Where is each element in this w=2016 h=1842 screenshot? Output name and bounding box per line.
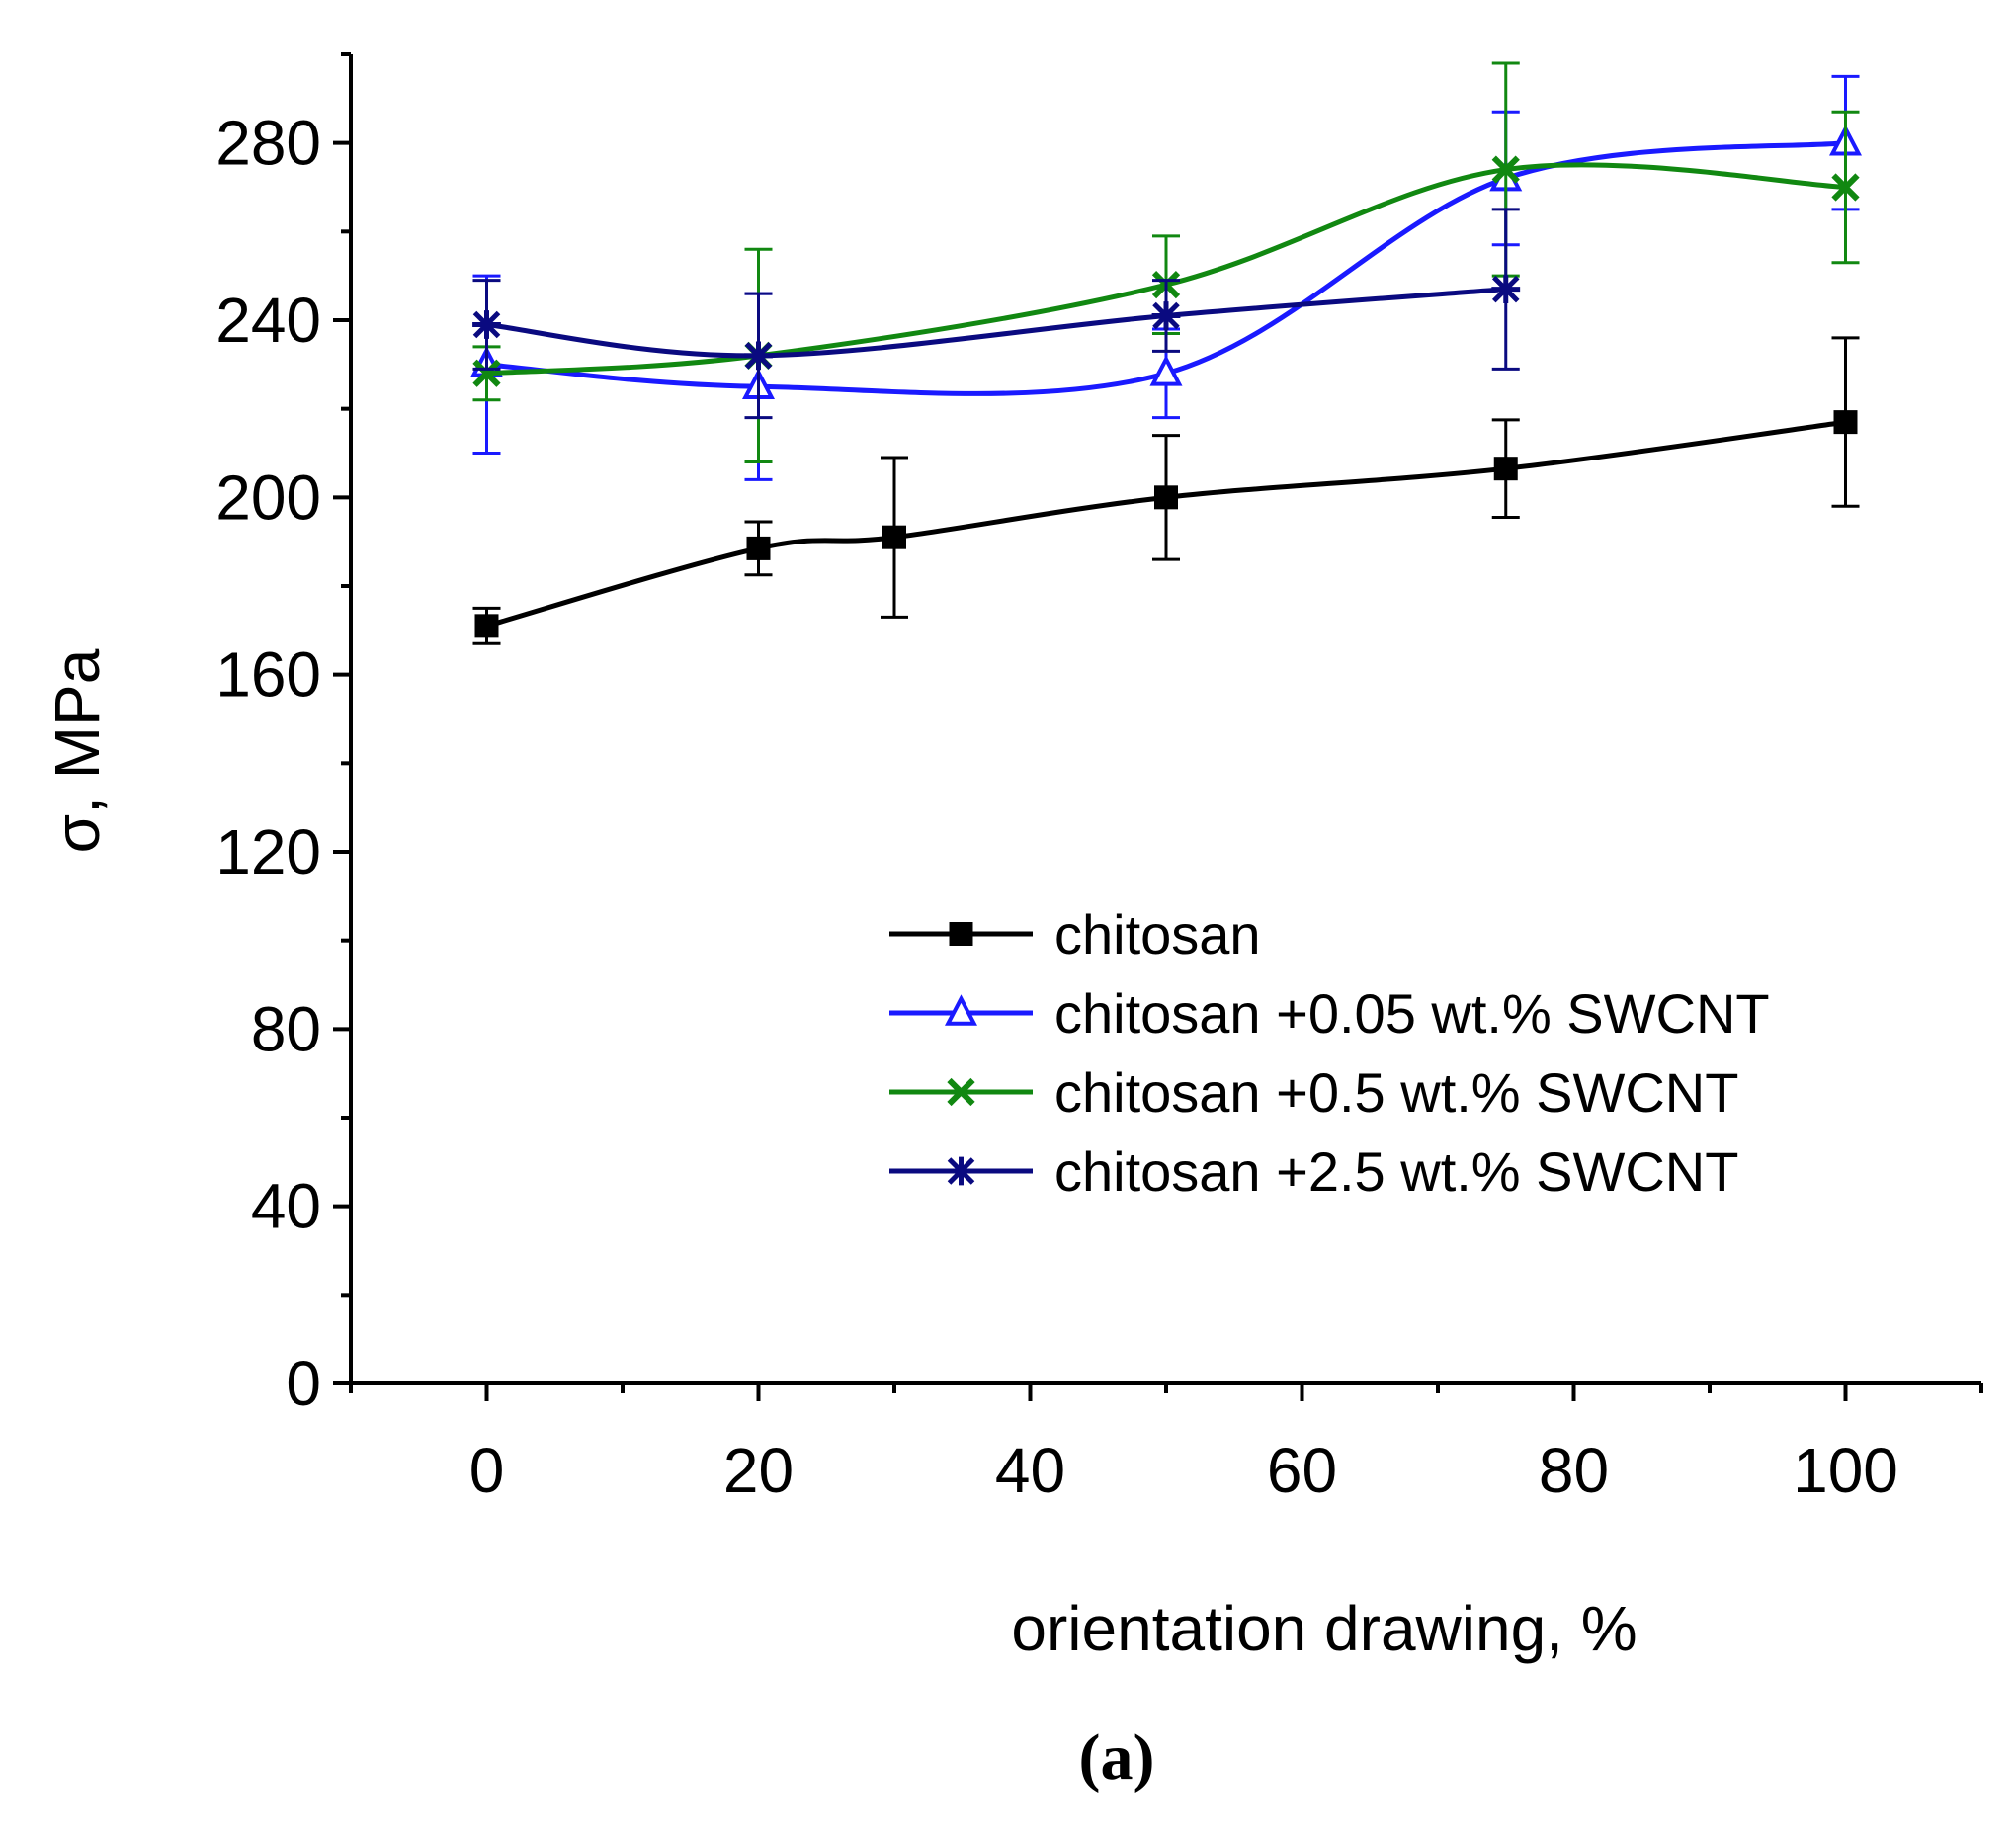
- y-tick-label: 40: [251, 1171, 321, 1242]
- data-point: [474, 614, 499, 638]
- y-tick-label: 200: [215, 461, 321, 533]
- legend-label: chitosan +2.5 wt.% SWCNT: [1054, 1140, 1738, 1203]
- marker-triangle: [944, 994, 978, 1026]
- y-tick-label: 240: [215, 285, 321, 356]
- series-4: [472, 208, 1521, 420]
- legend-entry: chitosan +0.5 wt.% SWCNT: [889, 1061, 1738, 1124]
- marker-asterisk: [1151, 301, 1181, 330]
- y-tick-label: 280: [215, 108, 321, 179]
- data-point: [472, 310, 501, 339]
- panel-label: (a): [1079, 1721, 1155, 1794]
- data-point: [1831, 173, 1860, 202]
- x-tick-label: 80: [1539, 1435, 1609, 1506]
- data-point: [1491, 275, 1521, 304]
- series-layer: [469, 61, 1863, 645]
- marker-square: [1154, 485, 1178, 510]
- marker-cross: [947, 1077, 975, 1107]
- series-1: [472, 336, 1860, 645]
- legend-label: chitosan: [1054, 903, 1261, 965]
- y-axis-label: σ, MPa: [42, 648, 113, 853]
- y-tick-label: 120: [215, 816, 321, 887]
- marker-square: [1493, 457, 1518, 481]
- x-tick-label: 0: [469, 1435, 505, 1506]
- data-point: [1151, 301, 1181, 330]
- x-tick-label: 40: [995, 1435, 1065, 1506]
- legend-entry: chitosan: [889, 903, 1261, 965]
- marker-square: [474, 614, 499, 638]
- y-tick-label: 80: [251, 993, 321, 1064]
- legend-label: chitosan +0.05 wt.% SWCNT: [1054, 982, 1770, 1045]
- y-tick-label: 0: [286, 1348, 321, 1419]
- data-point: [1493, 457, 1518, 481]
- legend-entry: chitosan +0.05 wt.% SWCNT: [889, 982, 1770, 1045]
- x-tick-label: 20: [723, 1435, 794, 1506]
- marker-triangle: [1149, 355, 1183, 386]
- marker-asterisk: [472, 310, 501, 339]
- x-axis-label: orientation drawing, %: [1011, 1593, 1637, 1664]
- marker-asterisk: [1491, 275, 1521, 304]
- y-tick-label: 160: [215, 639, 321, 711]
- legend-label: chitosan +0.5 wt.% SWCNT: [1054, 1061, 1738, 1124]
- legend-entry: chitosan +2.5 wt.% SWCNT: [889, 1140, 1738, 1203]
- series-line: [486, 287, 1506, 359]
- marker-cross: [1491, 155, 1520, 184]
- data-point: [1491, 155, 1520, 184]
- x-tick-label: 100: [1793, 1435, 1898, 1506]
- data-point: [882, 525, 906, 549]
- marker-cross: [472, 359, 501, 387]
- marker-cross: [1831, 173, 1860, 202]
- data-point: [1154, 485, 1178, 510]
- legend: chitosan chitosan +0.05 wt.% SWCNT chitosa…: [889, 903, 1770, 1203]
- data-point: [746, 536, 771, 560]
- marker-asterisk: [744, 341, 773, 371]
- marker-square: [882, 525, 906, 549]
- series-line: [485, 419, 1846, 628]
- data-point: [744, 341, 773, 371]
- x-tick-label: 60: [1267, 1435, 1337, 1506]
- marker-square: [746, 536, 771, 560]
- data-point: [472, 359, 501, 387]
- data-point: [1833, 410, 1858, 435]
- marker-square: [949, 922, 973, 946]
- marker-square: [1833, 410, 1858, 435]
- data-point: [1149, 355, 1183, 386]
- marker-asterisk: [947, 1156, 975, 1186]
- ticks: 0 20 40 60 80 100 0 40 80 120 160 200 240 280: [215, 52, 1983, 1506]
